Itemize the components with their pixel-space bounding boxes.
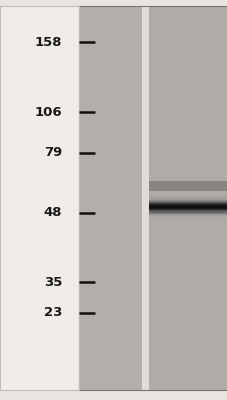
Bar: [149, 219, 227, 220]
Bar: [149, 213, 227, 214]
Bar: [142, 6, 149, 390]
Bar: [149, 222, 227, 223]
Text: 158: 158: [34, 36, 62, 48]
Bar: [149, 201, 227, 202]
Bar: [149, 215, 227, 216]
Bar: [149, 217, 227, 218]
Bar: [149, 205, 227, 206]
Bar: [149, 193, 227, 194]
Bar: [0, 6, 78, 390]
Bar: [149, 202, 227, 203]
Bar: [149, 199, 227, 200]
Bar: [149, 192, 227, 193]
Text: 23: 23: [43, 306, 62, 319]
Text: 35: 35: [43, 276, 62, 288]
Bar: [149, 210, 227, 211]
Bar: [149, 211, 227, 212]
Bar: [78, 6, 227, 390]
Bar: [149, 218, 227, 219]
Text: 48: 48: [43, 206, 62, 219]
Bar: [149, 200, 227, 201]
Bar: [149, 214, 227, 215]
Bar: [149, 198, 227, 199]
Bar: [149, 214, 227, 215]
Bar: [149, 196, 227, 197]
Bar: [149, 198, 227, 199]
Bar: [78, 6, 227, 390]
Bar: [149, 222, 227, 223]
Bar: [149, 195, 227, 196]
Bar: [149, 197, 227, 198]
Bar: [149, 203, 227, 204]
Bar: [149, 211, 227, 212]
Bar: [149, 194, 227, 195]
Bar: [149, 219, 227, 220]
Bar: [149, 204, 227, 205]
Bar: [78, 6, 142, 390]
Bar: [149, 203, 227, 204]
Bar: [149, 209, 227, 210]
Bar: [149, 221, 227, 222]
Bar: [149, 212, 227, 213]
Bar: [149, 191, 227, 192]
Bar: [149, 208, 227, 209]
Bar: [149, 195, 227, 196]
Bar: [149, 206, 227, 207]
Bar: [149, 6, 227, 390]
Text: 106: 106: [34, 106, 62, 118]
Text: 79: 79: [44, 146, 62, 159]
Bar: [149, 220, 227, 221]
Bar: [149, 216, 227, 217]
Bar: [149, 206, 227, 207]
Bar: [0, 6, 78, 390]
Bar: [149, 207, 227, 208]
Bar: [149, 181, 227, 191]
